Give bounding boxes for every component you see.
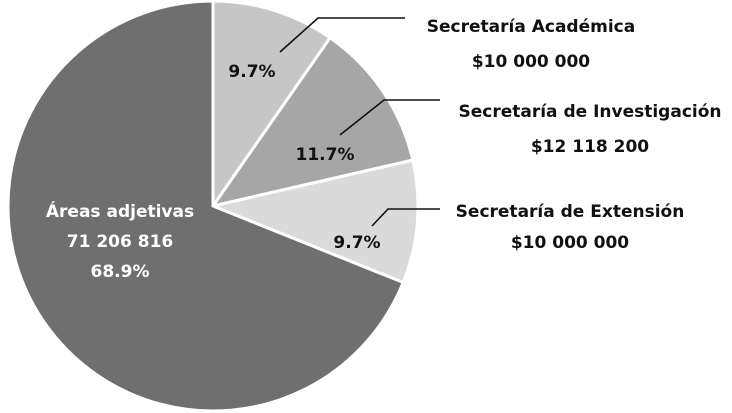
pie-slice	[209, 35, 415, 209]
percentage-label: 68.9%	[91, 262, 150, 282]
category-label: Secretaría de Investigación	[458, 102, 721, 122]
pie-slice	[6, 0, 406, 413]
category-label: Secretaría Académica	[427, 17, 635, 37]
leader-line	[339, 99, 440, 136]
leader-line	[279, 17, 405, 53]
value-label: $10 000 000	[511, 233, 629, 253]
value-label: $10 000 000	[472, 52, 590, 72]
category-label: Secretaría de Extensión	[456, 202, 685, 222]
percentage-label: 9.7%	[333, 233, 380, 253]
leader-lines	[279, 17, 440, 227]
category-label: Áreas adjetivas	[46, 200, 194, 222]
pie-slice	[211, 0, 333, 211]
leader-line	[371, 208, 440, 227]
percentage-label: 9.7%	[228, 62, 275, 82]
percentage-label: 11.7%	[296, 145, 355, 165]
pie-slice	[208, 158, 420, 285]
value-label: $12 118 200	[531, 137, 649, 157]
value-label: 71 206 816	[67, 232, 173, 252]
